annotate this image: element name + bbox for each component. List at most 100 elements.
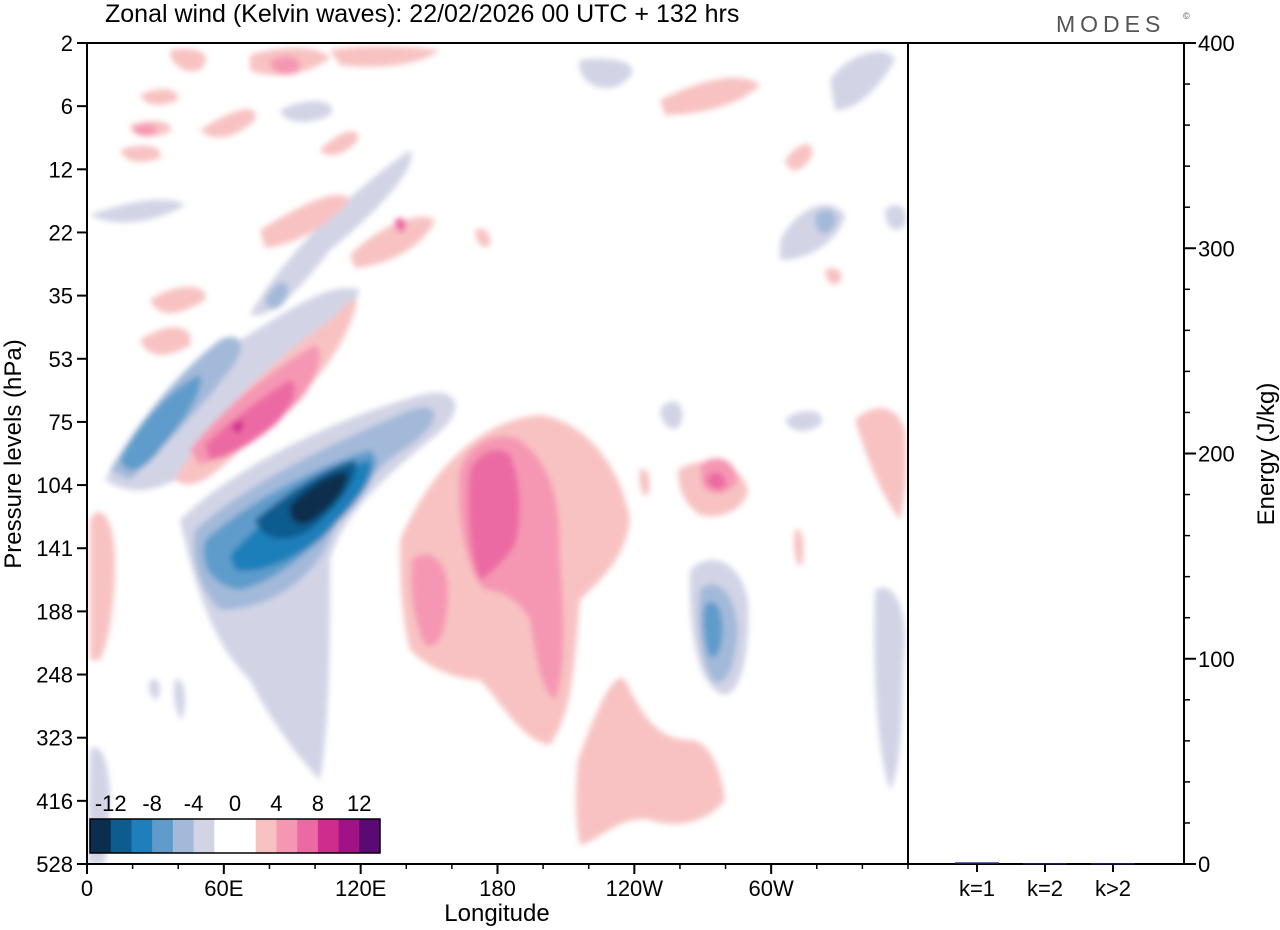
x-tick-label: 120W xyxy=(606,876,664,901)
field-shade-neg-24 xyxy=(703,601,723,658)
colorbar-swatch xyxy=(276,819,298,853)
field-shade-pos-3 xyxy=(575,678,725,845)
colorbar-frame xyxy=(89,818,381,854)
field-shade-pos-35 xyxy=(394,218,406,232)
modes-logo-mark: © xyxy=(1183,11,1190,21)
colorbar-swatch xyxy=(359,819,381,853)
field-shade-pos-18 xyxy=(330,46,440,67)
energy-tick-label: 400 xyxy=(1198,31,1235,56)
field-shade-pos-14 xyxy=(120,145,161,162)
field-shade-neg-10 xyxy=(579,58,633,89)
colorbar-label: -12 xyxy=(95,791,127,816)
colorbar-label: 8 xyxy=(312,791,324,816)
field-shade-pos-7 xyxy=(150,286,206,314)
y-tick-label: 35 xyxy=(49,284,73,309)
y-tick-label: 323 xyxy=(36,726,73,751)
energy-bars: k=1 k=2 k>2 xyxy=(955,862,1135,901)
colorbar-label: -8 xyxy=(142,791,162,816)
y-tick-label: 248 xyxy=(36,663,73,688)
x-tick-label: 180 xyxy=(479,876,516,901)
y-tick-label: 104 xyxy=(36,473,73,498)
energy-panel-frame xyxy=(907,42,1185,865)
energy-axis: 0 100 200 300 400 xyxy=(1184,31,1235,877)
energy-bar xyxy=(1023,862,1067,865)
field-shade-pos-32 xyxy=(468,450,520,580)
field-shade-neg-14 xyxy=(885,205,906,230)
colorbar-label: -4 xyxy=(184,791,204,816)
field-shade-neg-9 xyxy=(830,51,895,110)
field-shade-neg-27 xyxy=(289,471,348,524)
colorbar-swatch xyxy=(131,819,153,853)
field-shade-neg-6 xyxy=(90,199,185,223)
colorbar-swatch xyxy=(297,819,319,853)
colorbar-swatch xyxy=(110,819,132,853)
colorbar-label: 4 xyxy=(270,791,282,816)
field-shade-neg-2 xyxy=(180,392,456,780)
field-shade-pos-22 xyxy=(475,228,491,247)
y-tick-label: 75 xyxy=(49,410,73,435)
energy-bar-label: k=2 xyxy=(1027,876,1063,901)
y-tick-label: 6 xyxy=(61,94,73,119)
y-tick-label: 2 xyxy=(61,31,73,56)
energy-bar xyxy=(955,862,999,864)
field-shade-pos-6 xyxy=(855,408,907,520)
modes-logo: MODES © xyxy=(1056,11,1190,37)
field-shade-pos-19 xyxy=(660,77,760,115)
y-tick-label: 22 xyxy=(49,220,73,245)
y-tick-label: 188 xyxy=(36,599,73,624)
colorbar-swatch xyxy=(317,819,340,853)
field-shade-pos-29 xyxy=(270,56,300,75)
field-shade-neg-15 xyxy=(173,679,186,720)
field-shade-pos-27 xyxy=(411,554,449,646)
x-tick-label: 60W xyxy=(749,876,794,901)
modes-logo-text: MODES xyxy=(1056,11,1165,37)
field-shade-pos-20 xyxy=(785,144,813,171)
field-shade-neg-8 xyxy=(780,204,845,260)
field-shade-neg-22 xyxy=(120,375,201,471)
field-shade-pos-33 xyxy=(706,472,726,490)
colorbar-swatch xyxy=(172,819,195,853)
field-shade-pos-11 xyxy=(200,109,256,138)
colorbar-swatch xyxy=(152,819,174,853)
y-tick-label: 12 xyxy=(49,157,73,182)
x-axis-title: Longitude xyxy=(444,900,549,927)
zonal-wind-field xyxy=(88,46,907,864)
field-shade-pos-24 xyxy=(793,529,804,566)
field-shade-neg-16 xyxy=(149,679,161,700)
energy-tick-label: 300 xyxy=(1198,236,1235,261)
field-shade-neg-12 xyxy=(660,401,683,429)
y-axis: 2 6 12 22 35 53 75 104 141 188 248 323 416 528 xyxy=(36,31,87,877)
x-tick-label: 60E xyxy=(204,876,243,901)
colorbar-swatch xyxy=(193,819,215,853)
y-tick-label: 141 xyxy=(36,536,73,561)
x-axis: 0 60E 120E 180 120W 60W xyxy=(81,864,909,901)
field-shade-pos-9 xyxy=(260,194,350,248)
energy-tick-label: 200 xyxy=(1198,442,1235,467)
field-shade-neg-11 xyxy=(280,100,332,122)
field-shade-pos-15 xyxy=(140,88,179,105)
energy-tick-label: 0 xyxy=(1198,852,1210,877)
colorbar-label: 0 xyxy=(229,791,241,816)
y-axis-title: Pressure levels (hPa) xyxy=(0,339,27,568)
energy-bar-label: k=1 xyxy=(959,876,995,901)
chart-title: Zonal wind (Kelvin waves): 22/02/2026 00… xyxy=(105,0,739,28)
field-shade-neg-5 xyxy=(874,587,905,790)
field-shade-neg-19 xyxy=(265,282,289,310)
y-tick-label: 528 xyxy=(36,852,73,877)
field-shade-pos-23 xyxy=(639,469,650,496)
field-shade-neg-7 xyxy=(250,150,412,316)
colorbar: -12 -8 -4 0 4 8 12 xyxy=(89,791,381,854)
field-shade-pos-12 xyxy=(320,131,359,156)
energy-bar-label: k>2 xyxy=(1095,876,1131,901)
field-shade-pos-8 xyxy=(140,327,191,355)
y-tick-label: 53 xyxy=(49,347,73,372)
energy-bar xyxy=(1091,862,1135,865)
colorbar-swatch xyxy=(255,819,277,853)
energy-tick-label: 100 xyxy=(1198,647,1235,672)
field-shade-pos-34 xyxy=(232,420,244,433)
colorbar-swatch xyxy=(90,819,112,853)
energy-axis-title: Energy (J/kg) xyxy=(1253,383,1280,526)
field-shade-pos-16 xyxy=(170,48,206,72)
field-shade-pos-30 xyxy=(132,124,157,136)
